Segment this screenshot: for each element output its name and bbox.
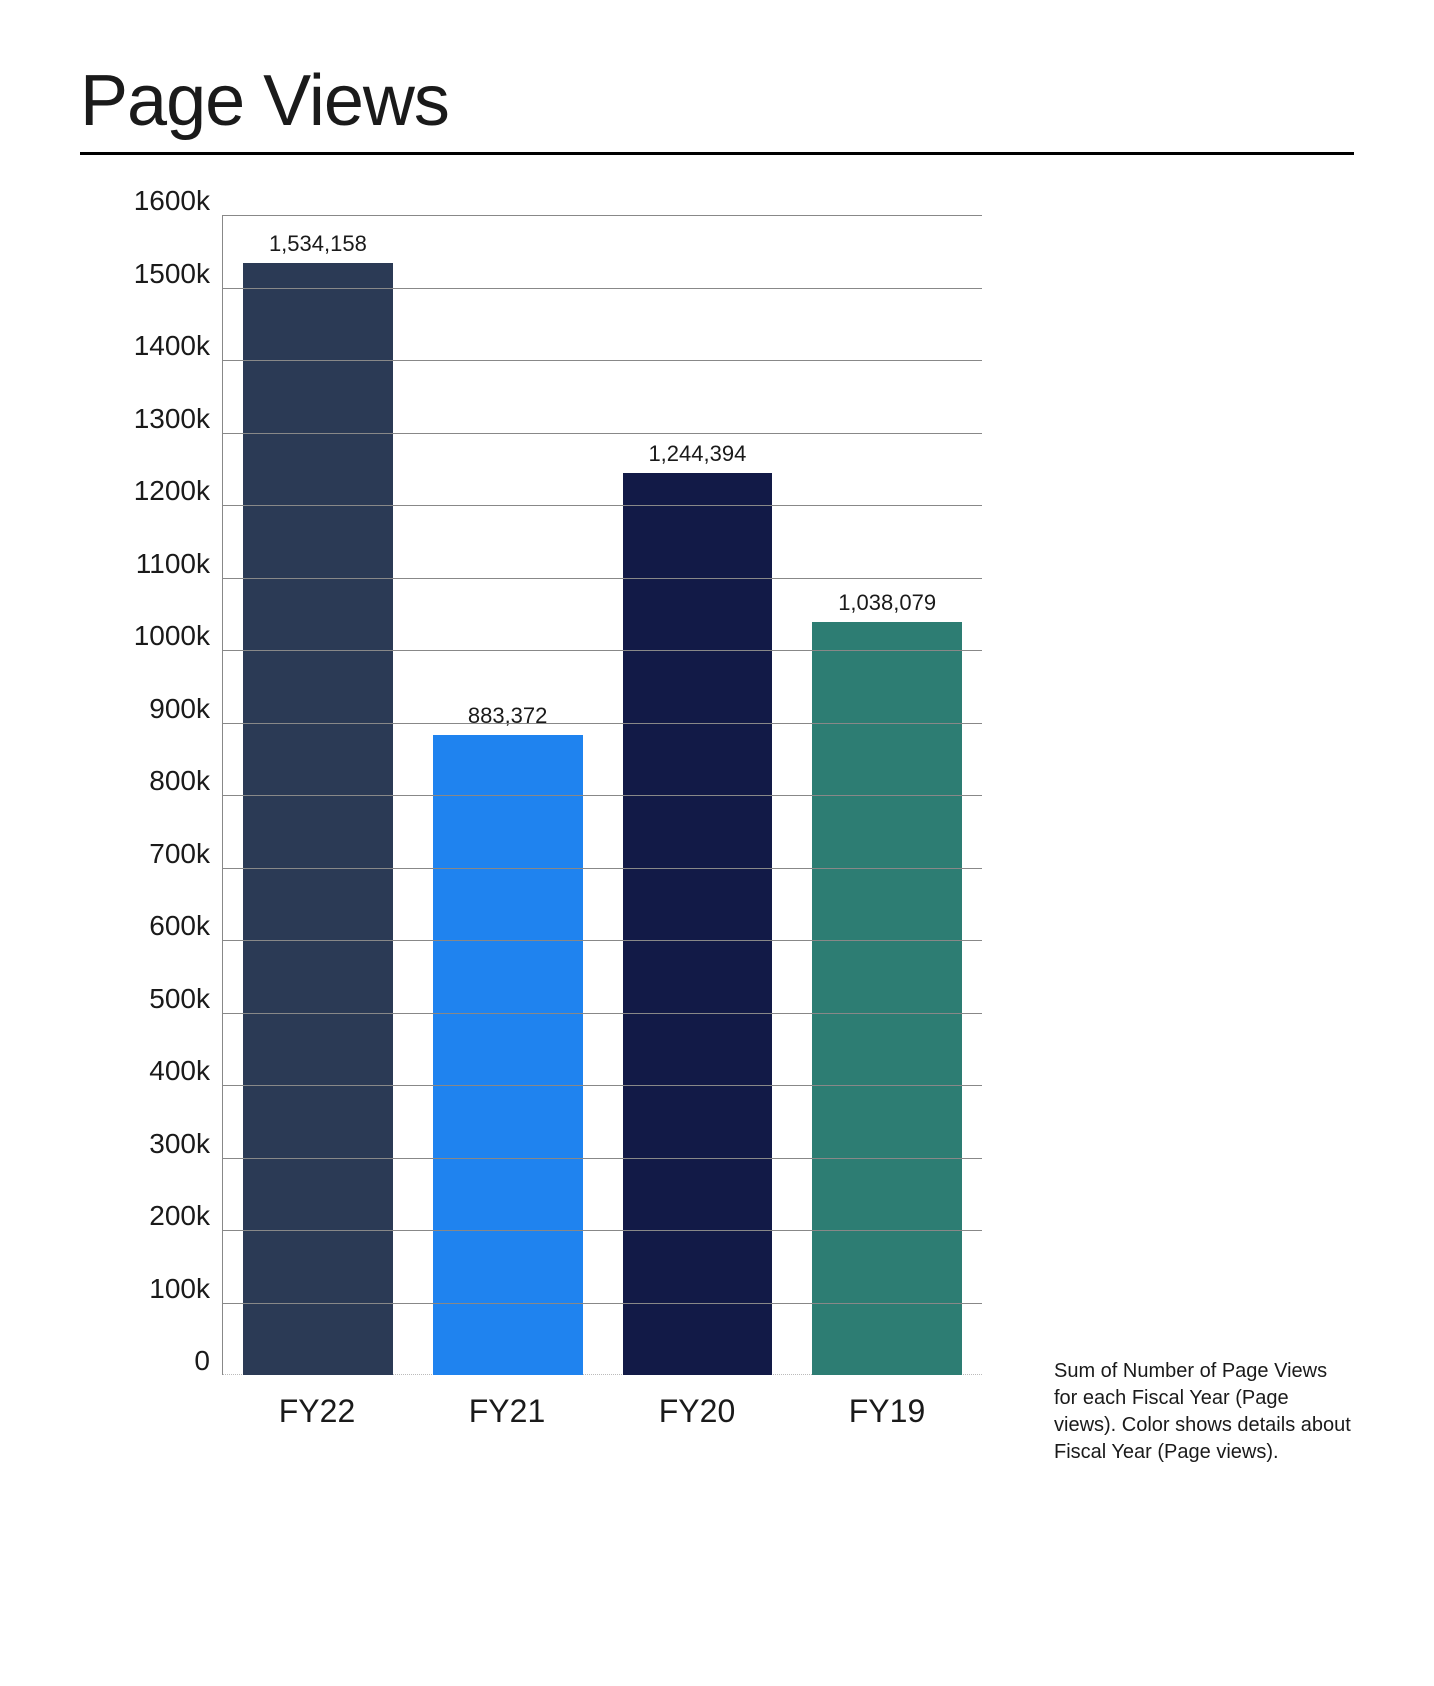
title-underline xyxy=(80,152,1354,155)
bar xyxy=(812,622,962,1375)
gridline xyxy=(223,795,982,796)
x-axis: FY22 FY21 FY20 FY19 xyxy=(222,1393,982,1430)
gridline xyxy=(223,215,982,216)
bar-value-label: 1,534,158 xyxy=(269,231,367,257)
gridline xyxy=(223,288,982,289)
gridline xyxy=(223,1303,982,1304)
gridline xyxy=(223,578,982,579)
bar-value-label: 1,038,079 xyxy=(838,590,936,616)
chart-wrapper: Number of Page Views 1600k1500k1400k1300… xyxy=(120,215,1354,1430)
chart-title: Page Views xyxy=(80,60,1354,142)
y-axis: 1600k1500k1400k1300k1200k1100k1000k900k8… xyxy=(210,215,222,1375)
gridline xyxy=(223,433,982,434)
gridline xyxy=(223,1013,982,1014)
gridline xyxy=(223,1158,982,1159)
chart-caption: Sum of Number of Page Views for each Fis… xyxy=(1054,1358,1354,1466)
plot-area: 1,534,158 883,372 1,244,394 1,038,079 xyxy=(222,215,982,1375)
gridline xyxy=(223,723,982,724)
x-tick: FY20 xyxy=(622,1393,772,1430)
gridline xyxy=(223,360,982,361)
x-tick: FY19 xyxy=(812,1393,962,1430)
gridline xyxy=(223,868,982,869)
bar xyxy=(243,263,393,1375)
gridline xyxy=(223,940,982,941)
gridline xyxy=(223,650,982,651)
bar-value-label: 883,372 xyxy=(468,703,548,729)
bar-value-label: 1,244,394 xyxy=(648,441,746,467)
gridline xyxy=(223,1085,982,1086)
bar xyxy=(433,735,583,1375)
bar xyxy=(623,473,773,1375)
x-tick: FY22 xyxy=(242,1393,392,1430)
gridline xyxy=(223,1230,982,1231)
x-tick: FY21 xyxy=(432,1393,582,1430)
gridline xyxy=(223,505,982,506)
